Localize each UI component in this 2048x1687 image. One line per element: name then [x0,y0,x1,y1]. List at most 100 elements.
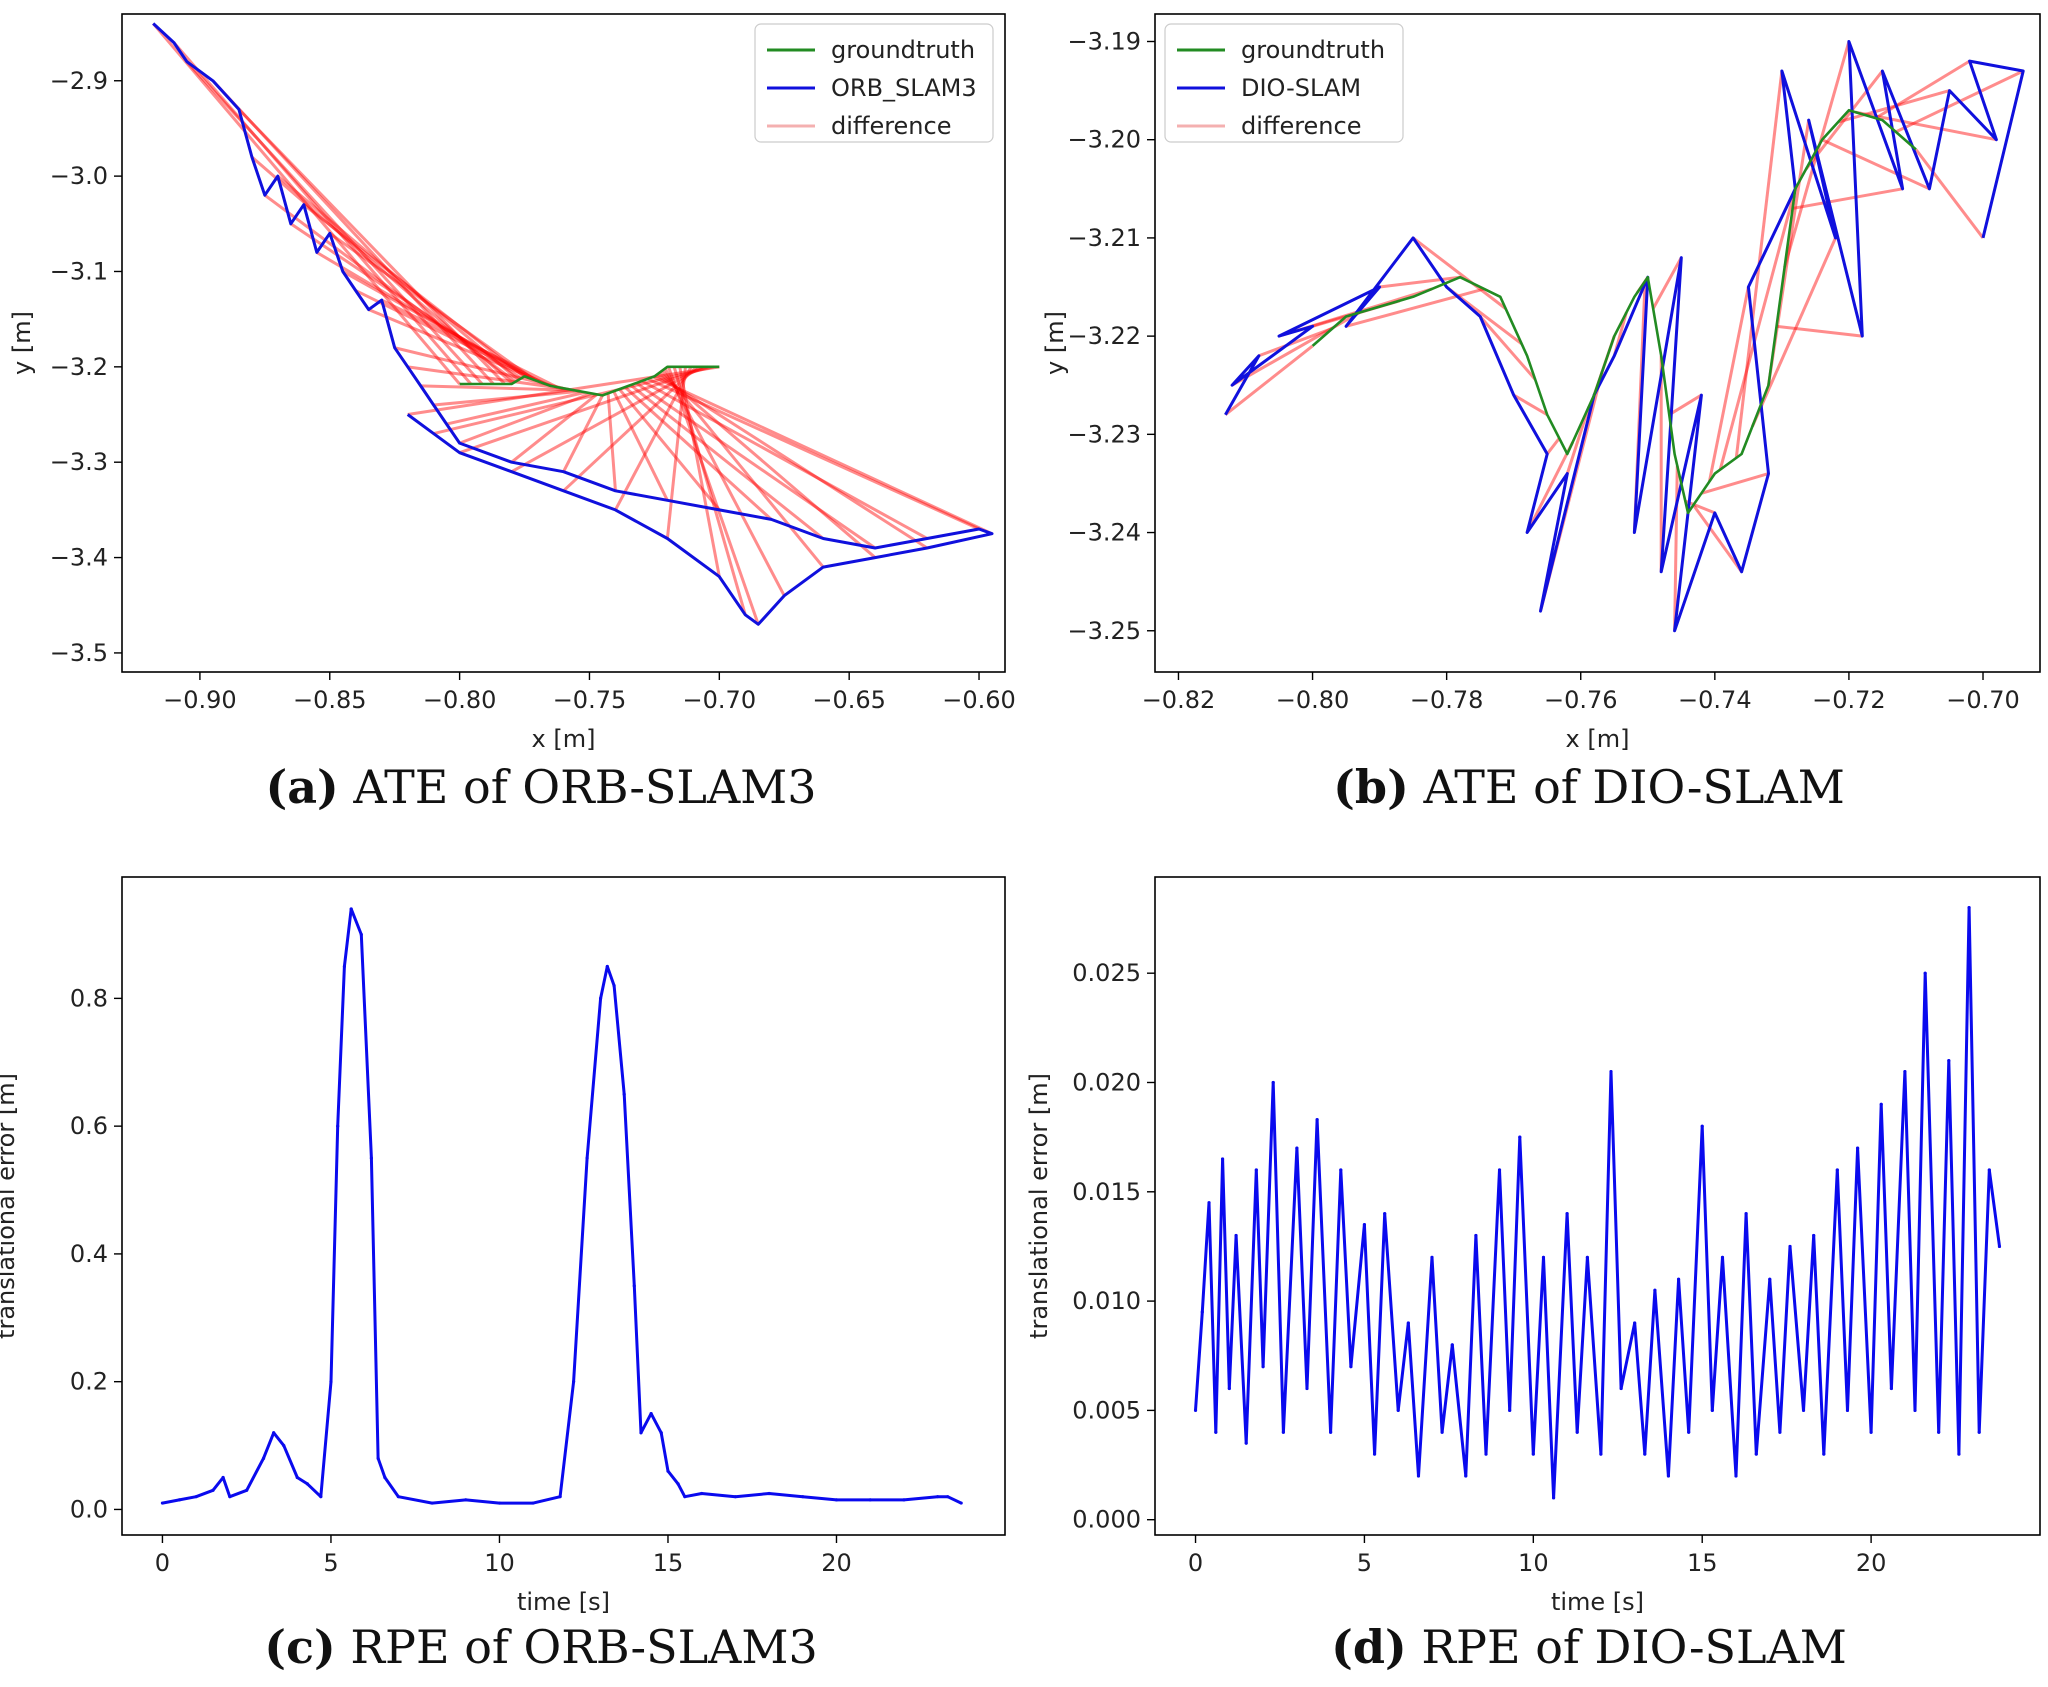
difference-line [459,391,592,445]
rpe-data-point [342,964,347,969]
rpe-data-point [683,1495,687,1499]
difference-line [510,393,598,464]
caption-a: (a) ATE of ORB-SLAM3 [41,760,1041,814]
rpe-data-point [659,1431,663,1435]
difference-line [342,270,542,384]
plot-area [152,22,994,626]
rpe-data-point [1305,1386,1309,1391]
x-tick-label: 0 [155,1549,170,1577]
rpe-data-point [1633,1321,1637,1325]
difference-line [250,155,514,385]
rpe-data-point [396,1495,400,1499]
rpe-data-point [1281,1430,1285,1434]
y-tick-label: −3.4 [50,544,108,572]
x-tick-label: −0.78 [1410,686,1484,714]
rpe-data-point [359,932,363,937]
rpe-data-point [1200,1310,1204,1314]
rpe-data-point [666,1469,670,1473]
plot-frame [1154,876,2041,1536]
x-axis-label: x [m] [1566,725,1630,753]
caption-c: (c) RPE of ORB-SLAM3 [41,1620,1041,1674]
y-tick-label: 0.8 [70,984,108,1012]
difference-line [641,379,928,540]
rpe-data-point [1913,1408,1917,1412]
x-tick-label: 5 [1357,1549,1372,1577]
rpe-data-point [221,1475,225,1480]
rpe-data-point [1508,1408,1512,1412]
rpe-data-point [319,1495,323,1499]
rpe-data-point [1801,1408,1806,1412]
x-tick-label: −0.72 [1812,686,1886,714]
plot-area [160,907,963,1505]
difference-line [1821,138,1930,191]
difference-line [263,193,517,383]
difference-line [562,365,698,492]
difference-line [1525,441,1575,534]
caption-b-text: ATE of DIO-SLAM [1423,760,1845,814]
rpe-data-point [1450,1343,1454,1347]
rpe-data-point [261,1456,266,1460]
y-axis-label: y [m] [1041,311,1069,375]
rpe-data-point [1788,1244,1792,1249]
difference-line [1565,406,1591,475]
rpe-data-point [733,1495,737,1499]
x-tick-label: 15 [653,1549,684,1577]
difference-line [172,41,473,385]
legend-entry: ORB_SLAM3 [831,74,977,102]
rpe-data-point [1720,1255,1725,1259]
rpe-data-point [1254,1168,1258,1172]
difference-line [661,369,825,569]
x-tick-label: −0.74 [1678,686,1752,714]
legend-box [754,23,994,143]
rpe-data-point [1315,1118,1319,1122]
difference-line [302,203,525,378]
rpe-data-point [329,1380,333,1384]
caption-c-label: (c) [264,1620,336,1674]
y-tick-label: −3.2 [50,353,108,381]
rpe-data-point [1889,1386,1893,1391]
rpe-data-point [1234,1233,1238,1238]
rpe-data-point [1710,1408,1714,1412]
x-tick-label: 5 [323,1549,338,1577]
rpe-data-point [430,1501,434,1505]
rpe-data-point [1575,1430,1579,1434]
x-tick-label: −0.75 [553,686,627,714]
rpe-data-point [1619,1386,1623,1391]
rpe-data-point [1835,1168,1839,1172]
rpe-data-point [383,1475,387,1480]
difference-line [624,386,773,521]
rpe-data-point [1700,1124,1704,1128]
difference-line [1914,148,1985,239]
x-tick-label: −0.80 [423,686,497,714]
rpe-data-point [336,1124,340,1128]
y-tick-label: −2.9 [50,67,108,95]
legend-entry: difference [831,112,951,140]
y-tick-label: −3.21 [1067,224,1141,252]
difference-line [612,390,669,502]
y-tick-label: 0.015 [1072,1178,1141,1206]
rpe-data-point [272,1431,276,1435]
rpe-data-point [1518,1135,1522,1139]
rpe-data-point [1937,1430,1941,1434]
rpe-data-point [1977,1430,1981,1434]
difference-line [1412,236,1507,310]
difference-line [1673,465,1679,631]
rpe-data-point [1497,1168,1502,1172]
estimate-trajectory [1224,40,2025,633]
rpe-data-point [1653,1288,1657,1292]
caption-d: (d) RPE of DIO-SLAM [1089,1620,2048,1674]
rpe-data-point [1778,1430,1782,1434]
difference-line [1692,504,1743,573]
rpe-data-point [1666,1474,1671,1478]
rpe-data-point [305,1482,309,1486]
rpe-data-point [834,1498,839,1502]
difference-line [1700,472,1769,495]
difference-line [185,60,484,386]
chart-rpe-orb-slam3: 0 5 10 15 20 0.0 0.2 0.4 0.6 0.8 time [s] translati… [0,876,1006,1616]
rpe-data-point [946,1495,950,1499]
difference-line [381,298,558,389]
rpe-data-point [639,1431,643,1435]
rpe-data-point [1362,1222,1367,1227]
rpe-data-point [1430,1255,1434,1259]
rpe-data-point [531,1501,535,1505]
